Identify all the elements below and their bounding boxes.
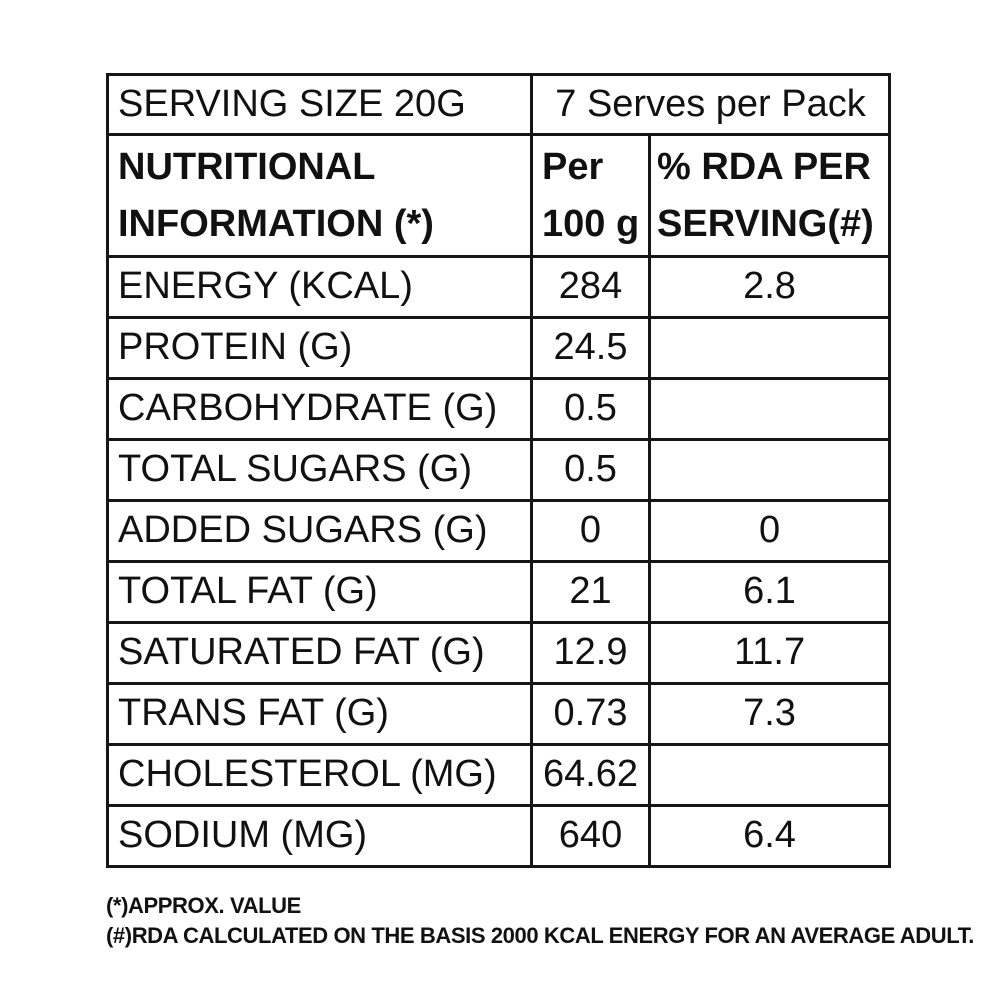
column-header-row: NUTRITIONAL INFORMATION (*) Per 100 g % … bbox=[106, 133, 892, 258]
rda-value-cell bbox=[647, 438, 892, 502]
per-100g-value-cell: 12.9 bbox=[530, 621, 651, 685]
rda-per-serving-header: % RDA PER SERVING(#) bbox=[647, 133, 892, 258]
table-row-carbohydrate: CARBOHYDRATE (G) 0.5 bbox=[106, 377, 892, 441]
footnote-approx-value: (*)APPROX. VALUE bbox=[106, 893, 301, 918]
nutrient-label-cell: TRANS FAT (G) bbox=[106, 682, 533, 746]
header-line: 100 g bbox=[542, 202, 640, 245]
per-100g-header: Per 100 g bbox=[530, 133, 651, 258]
header-line: INFORMATION (*) bbox=[118, 202, 434, 245]
table-row-trans-fat: TRANS FAT (G) 0.73 7.3 bbox=[106, 682, 892, 746]
per-100g-value-cell: 640 bbox=[530, 804, 651, 868]
table-row-total-sugars: TOTAL SUGARS (G) 0.5 bbox=[106, 438, 892, 502]
nutrient-label-cell: ENERGY (KCAL) bbox=[106, 255, 533, 319]
per-100g-value-cell: 0.5 bbox=[530, 438, 651, 502]
rda-value-cell bbox=[647, 316, 892, 380]
nutrient-label-cell: PROTEIN (G) bbox=[106, 316, 533, 380]
rda-value-cell: 7.3 bbox=[647, 682, 892, 746]
table-row-sodium: SODIUM (MG) 640 6.4 bbox=[106, 804, 892, 868]
footnote-rda-basis: (#)RDA CALCULATED ON THE BASIS 2000 KCAL… bbox=[106, 923, 974, 948]
per-100g-value-cell: 0.5 bbox=[530, 377, 651, 441]
header-line: % RDA PER bbox=[657, 145, 871, 188]
table-row-added-sugars: ADDED SUGARS (G) 0 0 bbox=[106, 499, 892, 563]
per-100g-value-cell: 24.5 bbox=[530, 316, 651, 380]
nutrient-label-cell: TOTAL SUGARS (G) bbox=[106, 438, 533, 502]
rda-value-cell: 6.1 bbox=[647, 560, 892, 624]
rda-value-cell: 6.4 bbox=[647, 804, 892, 868]
header-line: SERVING(#) bbox=[657, 202, 874, 245]
rda-value-cell bbox=[647, 377, 892, 441]
table-row-saturated-fat: SATURATED FAT (G) 12.9 11.7 bbox=[106, 621, 892, 685]
rda-value-cell: 0 bbox=[647, 499, 892, 563]
rda-value-cell: 2.8 bbox=[647, 255, 892, 319]
nutrition-table-container: SERVING SIZE 20G 7 Serves per Pack NUTRI… bbox=[106, 73, 892, 868]
rda-value-cell: 11.7 bbox=[647, 621, 892, 685]
header-line: NUTRITIONAL bbox=[118, 145, 376, 188]
footnotes: (*)APPROX. VALUE (#)RDA CALCULATED ON TH… bbox=[106, 891, 974, 951]
table-row-total-fat: TOTAL FAT (G) 21 6.1 bbox=[106, 560, 892, 624]
nutrient-label-cell: TOTAL FAT (G) bbox=[106, 560, 533, 624]
header-line: Per bbox=[542, 145, 604, 188]
per-100g-value-cell: 0.73 bbox=[530, 682, 651, 746]
per-100g-value-cell: 0 bbox=[530, 499, 651, 563]
nutrient-label-cell: CHOLESTEROL (MG) bbox=[106, 743, 533, 807]
table-row-protein: PROTEIN (G) 24.5 bbox=[106, 316, 892, 380]
nutrition-table: SERVING SIZE 20G 7 Serves per Pack NUTRI… bbox=[106, 73, 892, 868]
serving-size-row: SERVING SIZE 20G 7 Serves per Pack bbox=[106, 73, 892, 136]
nutritional-information-header: NUTRITIONAL INFORMATION (*) bbox=[106, 133, 533, 258]
per-100g-value-cell: 284 bbox=[530, 255, 651, 319]
nutrient-label-cell: CARBOHYDRATE (G) bbox=[106, 377, 533, 441]
per-100g-value-cell: 64.62 bbox=[530, 743, 651, 807]
serves-per-pack-label: 7 Serves per Pack bbox=[529, 73, 892, 136]
table-row-cholesterol: CHOLESTEROL (MG) 64.62 bbox=[106, 743, 892, 807]
per-100g-value-cell: 21 bbox=[530, 560, 651, 624]
table-row-energy: ENERGY (KCAL) 284 2.8 bbox=[106, 255, 892, 319]
nutrient-label-cell: ADDED SUGARS (G) bbox=[106, 499, 533, 563]
nutrient-label-cell: SODIUM (MG) bbox=[106, 804, 533, 868]
nutrient-label-cell: SATURATED FAT (G) bbox=[106, 621, 533, 685]
serving-size-label: SERVING SIZE 20G bbox=[106, 73, 533, 136]
rda-value-cell bbox=[647, 743, 892, 807]
